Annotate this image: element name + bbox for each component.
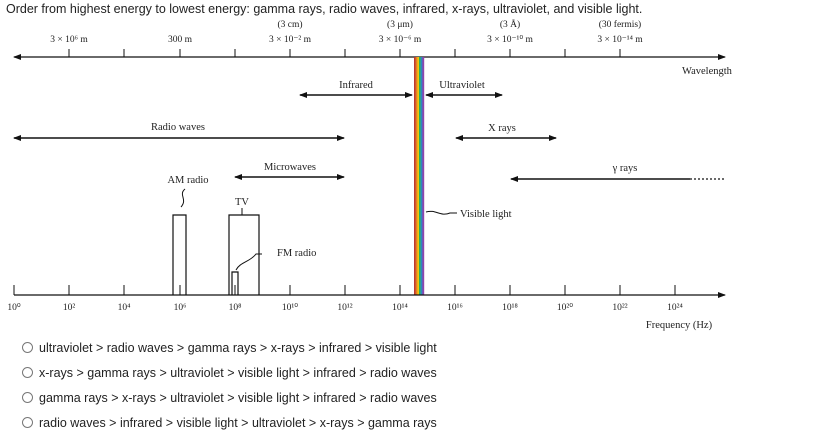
answer-option[interactable]: ultraviolet > radio waves > gamma rays >… (22, 335, 437, 360)
frequency-tick-label: 10⁴ (118, 303, 132, 313)
radio-button[interactable] (22, 417, 33, 428)
frequency-tick-label: 10⁸ (229, 303, 242, 313)
fm-radio-bar (231, 271, 239, 295)
am-radio-label: AM radio (167, 175, 208, 186)
wavelength-axis-title: Wavelength (682, 66, 733, 77)
visible-light-band (414, 57, 425, 295)
answer-option-text: gamma rays > x-rays > ultraviolet > visi… (39, 390, 437, 405)
ultraviolet-label: Ultraviolet (439, 80, 485, 91)
answer-option[interactable]: radio waves > infrared > visible light >… (22, 410, 437, 435)
wavelength-label-6: 3 × 10⁻¹⁴ m (597, 35, 643, 45)
visible-color-stripe (415, 57, 418, 295)
radio-button[interactable] (22, 392, 33, 403)
radio-button[interactable] (22, 342, 33, 353)
wavelength-label-1: 3 × 10⁶ m (50, 35, 88, 45)
frequency-tick-label: 10¹² (337, 303, 352, 313)
wavelength-label-5-top: (3 Å) (500, 18, 520, 30)
tv-label: TV (235, 197, 249, 208)
am-radio-bar (172, 214, 187, 295)
visible-color-stripe (420, 57, 423, 295)
wavelength-label-4: 3 × 10⁻⁶ m (379, 35, 422, 45)
frequency-axis-title: Frequency (Hz) (646, 320, 713, 331)
fm-radio-label: FM radio (277, 248, 316, 259)
wavelength-label-3-top: (3 cm) (277, 19, 302, 30)
xrays-label: X rays (488, 123, 516, 134)
wavelength-label-4-top: (3 μm) (387, 19, 413, 30)
wavelength-label-3: 3 × 10⁻² m (269, 35, 312, 45)
visible-color-stripe (414, 57, 416, 295)
fm-radio-pointer (235, 253, 262, 271)
frequency-tick-label: 10¹⁴ (392, 303, 408, 313)
radio-button[interactable] (22, 367, 33, 378)
gamma-rays-label: γ rays (612, 163, 638, 174)
wavelength-label-2: 300 m (168, 35, 193, 45)
frequency-tick-label: 10¹⁶ (447, 303, 463, 313)
answer-option-text: x-rays > gamma rays > ultraviolet > visi… (39, 365, 437, 380)
visible-color-stripe (417, 57, 420, 295)
answer-option[interactable]: gamma rays > x-rays > ultraviolet > visi… (22, 385, 437, 410)
frequency-tick-label: 10¹⁰ (282, 302, 298, 313)
wavelength-label-6-top: (30 fermis) (599, 19, 641, 30)
em-spectrum-diagram: 3 × 10⁶ m 300 m (3 cm) 3 × 10⁻² m (3 μm)… (7, 18, 733, 331)
radio-waves-label: Radio waves (151, 122, 205, 133)
answer-option-text: radio waves > infrared > visible light >… (39, 415, 437, 430)
microwaves-label: Microwaves (264, 162, 316, 173)
visible-light-label: Visible light (460, 209, 512, 220)
frequency-tick-label: 10²⁰ (557, 302, 573, 313)
am-radio-pointer (180, 188, 186, 208)
tv-bar (228, 214, 260, 295)
answer-option[interactable]: x-rays > gamma rays > ultraviolet > visi… (22, 360, 437, 385)
frequency-tick-label: 10²² (612, 303, 627, 313)
frequency-tick-label: 10⁶ (174, 303, 187, 313)
visible-color-stripe (419, 57, 421, 295)
frequency-tick-label: 10¹⁸ (502, 303, 518, 313)
question-text: Order from highest energy to lowest ener… (6, 2, 643, 16)
answer-option-text: ultraviolet > radio waves > gamma rays >… (39, 340, 437, 355)
infrared-label: Infrared (339, 80, 374, 91)
frequency-tick-label: 10² (63, 303, 76, 313)
visible-light-pointer (425, 210, 457, 215)
visible-color-stripe (422, 57, 425, 295)
frequency-tick-label: 10⁰ (7, 302, 21, 313)
answer-options: ultraviolet > radio waves > gamma rays >… (22, 335, 437, 435)
frequency-tick-label: 10²⁴ (667, 303, 683, 313)
wavelength-label-5: 3 × 10⁻¹⁰ m (487, 34, 533, 45)
